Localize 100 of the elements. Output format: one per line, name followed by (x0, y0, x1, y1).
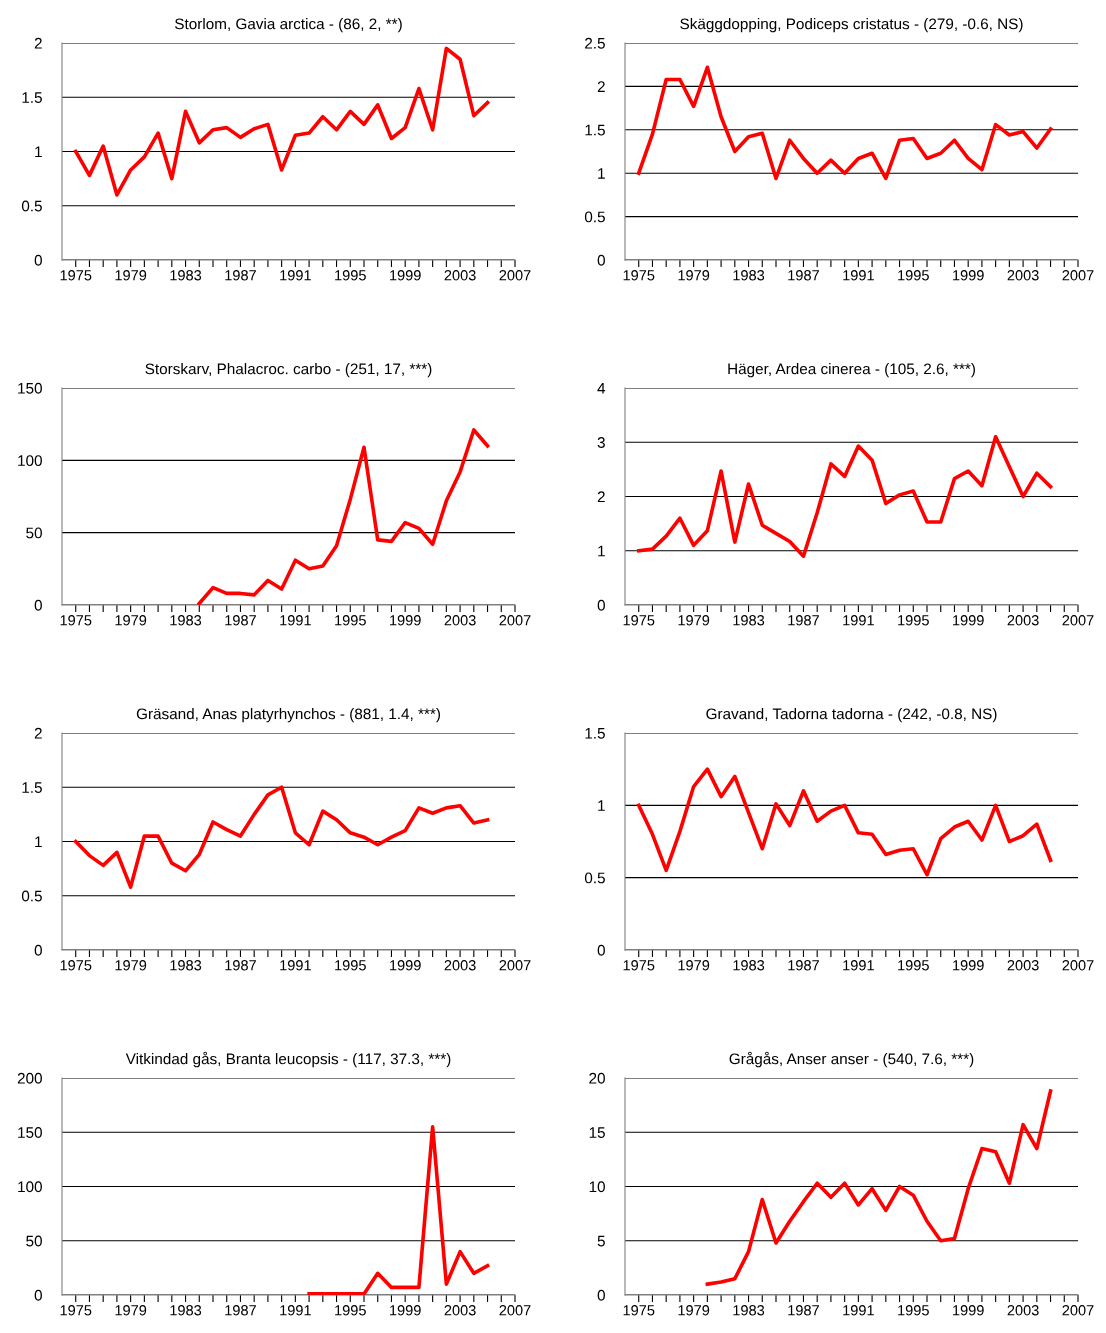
x-tick-label: 1979 (115, 960, 147, 971)
x-tick-label: 1975 (623, 270, 655, 281)
x-tick-label: 1999 (953, 960, 984, 971)
y-tick-label: 2 (34, 727, 42, 739)
x-tick-label: 2007 (1062, 615, 1094, 626)
y-tick-label: 2 (34, 37, 42, 49)
y-tick-label: 1 (598, 545, 605, 557)
x-tick-label: 1999 (953, 1305, 984, 1316)
y-tick-label: 15 (589, 1127, 605, 1138)
x-tick-label: 1987 (225, 615, 256, 626)
x-tick-label: 1979 (678, 1305, 710, 1316)
y-tick-label: 1.5 (22, 92, 42, 103)
y-tick-label: 0 (597, 944, 605, 956)
x-tick-label: 2003 (444, 270, 476, 281)
x-tick-label: 1999 (390, 960, 421, 971)
x-tick-label: 1999 (390, 1305, 421, 1316)
y-tick-label: 0 (597, 1289, 605, 1301)
y-tick-label: 20 (589, 1072, 605, 1084)
x-tick-label: 2003 (1007, 270, 1039, 281)
x-tick-label: 1983 (170, 615, 202, 626)
y-tick-label: 3 (597, 437, 605, 448)
x-tick-label: 1999 (953, 615, 984, 626)
y-tick-label: 1 (35, 146, 42, 158)
x-tick-label: 1983 (170, 1305, 202, 1316)
x-tick-label: 2003 (444, 615, 476, 626)
x-tick-label: 1987 (788, 615, 819, 626)
chart-title: Häger, Ardea cinerea - (105, 2.6, ***) (728, 363, 975, 378)
x-tick-label: 1983 (733, 960, 765, 971)
x-tick-label: 1991 (843, 615, 874, 626)
x-tick-label: 1979 (678, 270, 710, 281)
x-tick-label: 1983 (170, 960, 202, 971)
line-series (636, 767, 1053, 877)
x-tick-label: 1991 (843, 270, 874, 281)
x-tick-label: 1975 (623, 960, 655, 971)
y-tick-label: 0.5 (21, 890, 42, 902)
y-tick-label: 100 (18, 455, 42, 467)
x-tick-label: 2007 (1062, 960, 1094, 971)
x-tick-label: 2003 (444, 1305, 476, 1316)
y-tick-label: 0 (597, 599, 605, 611)
y-tick-label: 1 (598, 168, 605, 179)
x-tick-label: 2007 (499, 270, 531, 281)
x-tick-label: 2003 (1007, 1305, 1039, 1316)
y-tick-label: 1 (35, 836, 42, 848)
x-tick-label: 1991 (280, 1305, 311, 1316)
x-tick-label: 1987 (788, 960, 819, 971)
x-tick-label: 2007 (1062, 270, 1094, 281)
y-tick-label: 1.5 (585, 124, 605, 136)
x-tick-label: 1991 (843, 1305, 874, 1316)
x-tick-label: 1975 (60, 270, 92, 281)
line-series (197, 428, 490, 605)
x-tick-label: 1995 (898, 1305, 929, 1316)
x-tick-label: 1991 (843, 960, 874, 971)
x-tick-label: 1999 (390, 615, 421, 626)
y-tick-label: 0.5 (584, 872, 605, 884)
x-tick-label: 1987 (225, 1305, 256, 1316)
x-tick-label: 1987 (225, 960, 256, 971)
y-tick-label: 100 (18, 1181, 42, 1193)
x-tick-label: 2007 (499, 1305, 531, 1316)
x-tick-label: 1979 (115, 615, 147, 626)
line-series (705, 1089, 1053, 1286)
chart-title: Gräsand, Anas platyrhynchos - (881, 1.4, ***) (136, 708, 440, 723)
x-tick-label: 1991 (280, 270, 311, 281)
y-tick-label: 4 (597, 383, 606, 394)
x-tick-label: 1995 (335, 960, 366, 971)
x-tick-label: 1991 (280, 960, 311, 971)
x-tick-label: 1999 (390, 270, 421, 281)
y-tick-label: 2 (597, 81, 605, 92)
y-tick-label: 50 (26, 1235, 42, 1247)
x-tick-label: 2007 (1062, 1305, 1094, 1316)
x-tick-label: 1975 (60, 960, 92, 971)
x-tick-label: 1983 (170, 270, 202, 281)
x-tick-label: 2007 (499, 615, 531, 626)
line-series (636, 435, 1053, 558)
x-tick-label: 1995 (335, 615, 366, 626)
x-tick-label: 1975 (623, 615, 655, 626)
x-tick-label: 1983 (733, 615, 765, 626)
x-tick-label: 1979 (115, 270, 147, 281)
chart-title: Vitkindad gås, Branta leucopsis - (117, 37.3, ***) (125, 1051, 451, 1068)
y-tick-label: 150 (18, 382, 42, 394)
y-tick-label: 10 (589, 1181, 605, 1193)
y-tick-label: 50 (26, 527, 42, 539)
x-tick-label: 1983 (733, 270, 765, 281)
x-tick-label: 1999 (953, 270, 984, 281)
x-tick-label: 1987 (788, 270, 819, 281)
y-tick-label: 0 (34, 599, 42, 611)
y-tick-label: 1.5 (22, 782, 42, 793)
x-tick-label: 2007 (499, 960, 531, 971)
chart-title: Skäggdopping, Podiceps cristatus - (279, -0.6, NS) (680, 18, 1023, 33)
y-tick-label: 150 (18, 1127, 42, 1138)
y-tick-label: 0 (597, 254, 605, 266)
x-tick-label: 1975 (623, 1305, 655, 1316)
y-tick-label: 0 (34, 944, 42, 956)
y-tick-label: 0.5 (21, 200, 42, 212)
x-tick-label: 1975 (60, 615, 92, 626)
y-tick-label: 0 (34, 1289, 42, 1301)
x-tick-label: 1995 (898, 615, 929, 626)
y-tick-label: 200 (17, 1072, 42, 1084)
y-tick-label: 1 (598, 800, 605, 811)
x-tick-label: 1995 (898, 270, 929, 281)
y-tick-label: 2.5 (585, 37, 605, 49)
